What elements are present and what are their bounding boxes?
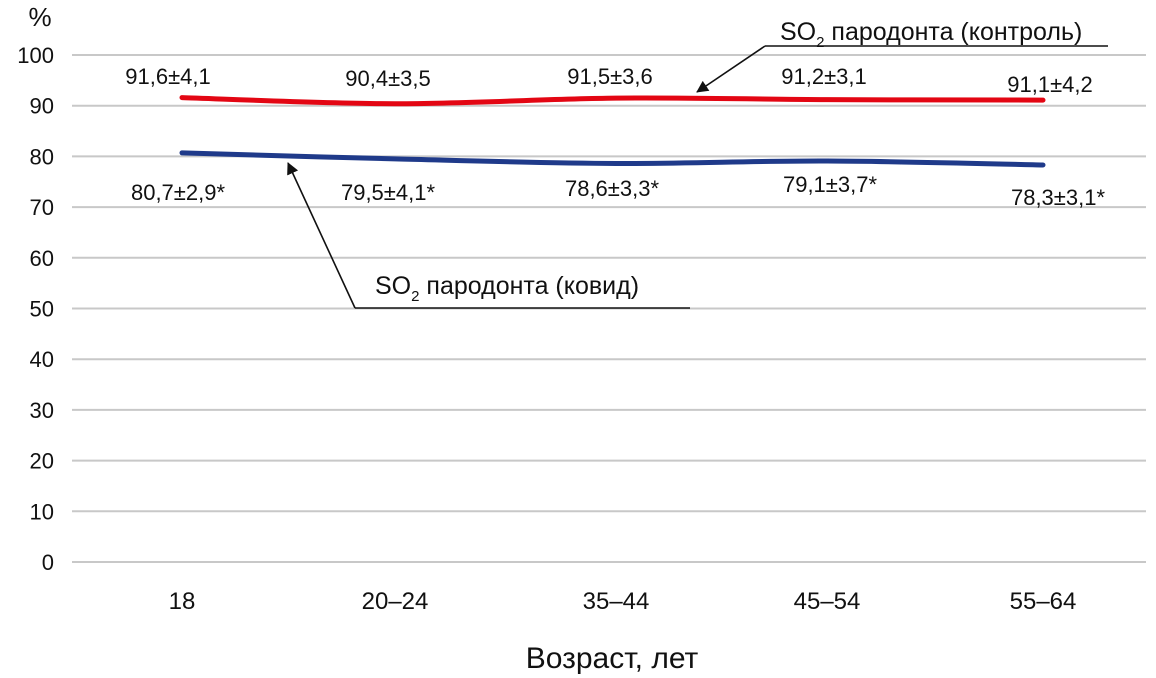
- x-axis-ticks: 18 20–24 35–44 45–54 55–64: [169, 588, 1077, 615]
- annotation-control-rest: пародонта (контроль): [824, 18, 1082, 46]
- x-tick-0: 18: [169, 588, 196, 615]
- x-axis-label: Возраст, лет: [526, 642, 699, 675]
- data-label-0-4: 91,1±4,2: [1007, 72, 1092, 97]
- annotation-control-main: SO: [780, 18, 816, 46]
- y-tick-60: 60: [30, 246, 54, 271]
- data-label-0-0: 91,6±4,1: [125, 64, 210, 89]
- y-tick-0: 0: [42, 550, 54, 575]
- annotation-covid-main: SO: [375, 272, 411, 300]
- y-tick-10: 10: [30, 499, 54, 524]
- y-tick-80: 80: [30, 144, 54, 169]
- y-tick-100: 100: [17, 43, 54, 68]
- series-line-1: [179, 150, 1046, 168]
- data-label-1-4: 78,3±3,1*: [1011, 185, 1105, 210]
- data-label-0-1: 90,4±3,5: [345, 66, 430, 91]
- annotation-covid-sub: 2: [411, 288, 419, 305]
- data-label-1-3: 79,1±3,7*: [783, 172, 877, 197]
- annotation-covid-rest: пародонта (ковид): [419, 272, 639, 300]
- data-label-1-1: 79,5±4,1*: [341, 180, 435, 205]
- data-label-1-0: 80,7±2,9*: [131, 180, 225, 205]
- annotation-covid: SO2 пародонта (ковид): [287, 162, 690, 309]
- y-tick-20: 20: [30, 449, 54, 474]
- annotation-control-sub: 2: [816, 34, 824, 51]
- y-axis-ticks: 0 10 20 30 40 50 60 70 80 90 100: [17, 43, 54, 575]
- y-tick-90: 90: [30, 94, 54, 119]
- y-tick-50: 50: [30, 297, 54, 322]
- y-tick-30: 30: [30, 398, 54, 423]
- y-unit-label: %: [28, 2, 51, 32]
- data-label-0-2: 91,5±3,6: [567, 64, 652, 89]
- data-labels: 91,6±4,1 90,4±3,5 91,5±3,6 91,2±3,1 91,1±4,2…: [125, 64, 1105, 210]
- x-tick-2: 35–44: [583, 588, 650, 615]
- series-lines: [179, 95, 1046, 168]
- x-tick-1: 20–24: [362, 588, 429, 615]
- annotation-control: SO2 пародонта (контроль): [696, 18, 1108, 93]
- x-tick-3: 45–54: [794, 588, 861, 615]
- data-label-0-3: 91,2±3,1: [781, 64, 866, 89]
- y-tick-70: 70: [30, 195, 54, 220]
- annotation-control-text: SO2 пародонта (контроль): [780, 18, 1082, 51]
- annotation-covid-arrow: [287, 162, 356, 309]
- annotation-covid-text: SO2 пародонта (ковид): [375, 272, 639, 305]
- series-line-0: [179, 95, 1046, 107]
- data-label-1-2: 78,6±3,3*: [565, 176, 659, 201]
- y-tick-40: 40: [30, 347, 54, 372]
- x-tick-4: 55–64: [1010, 588, 1077, 615]
- annotation-control-arrow: [696, 45, 766, 93]
